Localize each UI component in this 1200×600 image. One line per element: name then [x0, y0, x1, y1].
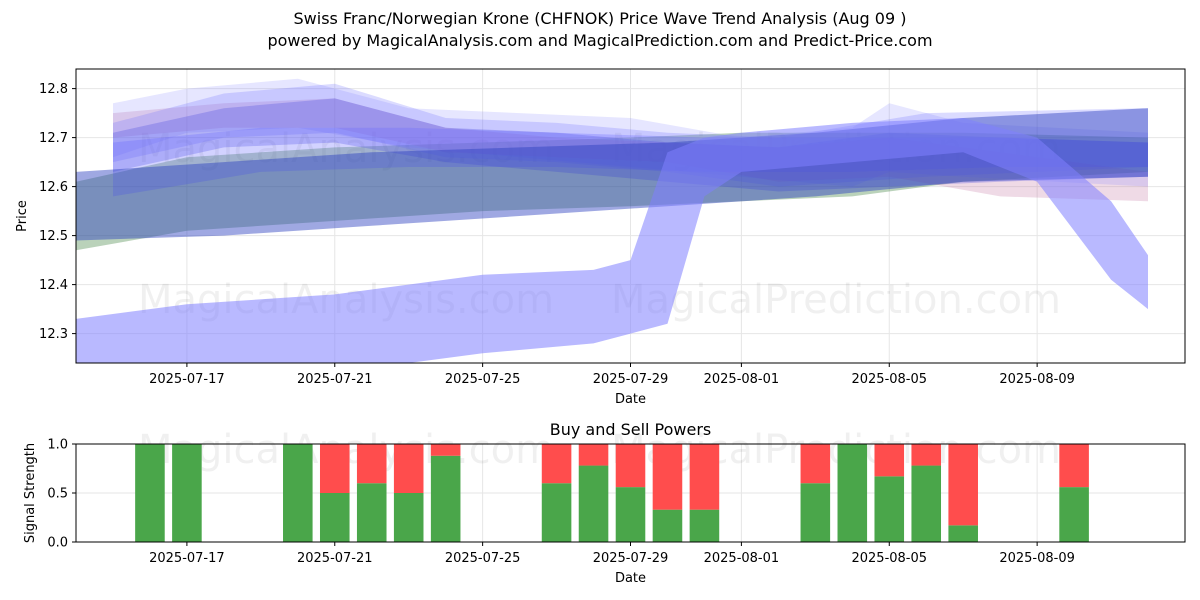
price-wave-band — [113, 98, 1148, 192]
sell-power-bar — [615, 444, 646, 488]
power-x-tick-label: 2025-07-17 — [149, 551, 225, 566]
sell-power-bar — [948, 444, 978, 526]
buy-power-bar — [283, 444, 313, 542]
buy-power-bar — [800, 483, 831, 542]
sell-power-bar — [911, 444, 942, 466]
buy-power-bar — [948, 525, 978, 542]
buy-power-bar — [615, 487, 646, 542]
watermark-text: MagicalPrediction.com — [611, 277, 1061, 323]
price-wave-band — [113, 78, 1148, 187]
power-plot-frame — [75, 443, 1186, 543]
price-x-tick-label: 2025-08-01 — [704, 372, 780, 387]
sell-power-bar — [689, 444, 720, 510]
power-x-tick-label: 2025-07-29 — [593, 551, 669, 566]
buy-power-bar — [172, 444, 202, 542]
sell-power-bar — [393, 444, 424, 493]
sell-power-bar — [319, 444, 350, 493]
power-y-tick-label: 0.0 — [47, 536, 68, 551]
sell-power-bar — [541, 444, 572, 484]
price-y-tick-label: 12.4 — [39, 278, 68, 293]
price-y-tick-label: 12.3 — [39, 327, 68, 342]
sell-power-bar — [800, 444, 831, 484]
price-wave-band — [113, 83, 1148, 187]
price-wave-band — [113, 98, 1148, 202]
sell-power-bar — [430, 444, 461, 456]
buy-power-bar — [356, 483, 387, 542]
price-wave-band — [76, 118, 1148, 363]
price-x-tick-label: 2025-08-09 — [999, 372, 1075, 387]
sell-power-bar — [578, 444, 609, 466]
watermark-text: MagicalAnalysis.com — [138, 126, 554, 172]
power-x-tick-label: 2025-08-09 — [999, 551, 1075, 566]
price-x-tick-label: 2025-07-17 — [149, 372, 225, 387]
price-x-axis-label: Date — [615, 392, 646, 407]
buy-power-bar — [1059, 487, 1089, 542]
power-y-tick-label: 1.0 — [47, 438, 68, 453]
power-x-tick-label: 2025-07-25 — [445, 551, 521, 566]
buy-power-bar — [874, 476, 905, 542]
price-y-axis-label: Price — [15, 200, 30, 232]
chart-subtitle: powered by MagicalAnalysis.com and Magic… — [267, 31, 933, 50]
price-x-tick-label: 2025-08-05 — [851, 372, 927, 387]
buy-power-bar — [837, 444, 868, 542]
buy-power-bar — [578, 465, 609, 542]
price-x-tick-label: 2025-07-25 — [445, 372, 521, 387]
sell-power-bar — [874, 444, 905, 477]
buy-power-bar — [319, 493, 350, 542]
power-y-axis-label: Signal Strength — [23, 443, 38, 543]
watermark-text: MagicalPrediction.com — [611, 427, 1061, 473]
price-y-tick-label: 12.6 — [39, 180, 68, 195]
buy-power-bar — [393, 493, 424, 542]
power-chart-title: Buy and Sell Powers — [550, 420, 712, 439]
buy-power-bar — [689, 509, 720, 542]
price-bands — [76, 78, 1148, 363]
price-y-tick-label: 12.7 — [39, 131, 68, 146]
price-x-tick-label: 2025-07-21 — [297, 372, 373, 387]
buy-power-bar — [430, 455, 461, 542]
power-x-axis-label: Date — [615, 571, 646, 586]
price-x-tick-label: 2025-07-29 — [593, 372, 669, 387]
power-x-tick-label: 2025-07-21 — [297, 551, 373, 566]
power-y-tick-label: 0.5 — [47, 487, 68, 502]
price-y-tick-label: 12.8 — [39, 82, 68, 97]
buy-power-bar — [911, 465, 942, 542]
buy-power-bar — [135, 444, 165, 542]
sell-power-bar — [652, 444, 683, 510]
price-plot-frame — [75, 68, 1186, 364]
power-x-tick-label: 2025-08-01 — [704, 551, 780, 566]
price-y-tick-label: 12.5 — [39, 229, 68, 244]
sell-power-bar — [356, 444, 387, 484]
price-wave-band — [76, 132, 1148, 251]
buy-power-bar — [541, 483, 572, 542]
sell-power-bar — [1059, 444, 1089, 488]
chart-title: Swiss Franc/Norwegian Krone (CHFNOK) Pri… — [293, 9, 907, 28]
power-x-tick-label: 2025-08-05 — [851, 551, 927, 566]
buy-power-bar — [652, 509, 683, 542]
